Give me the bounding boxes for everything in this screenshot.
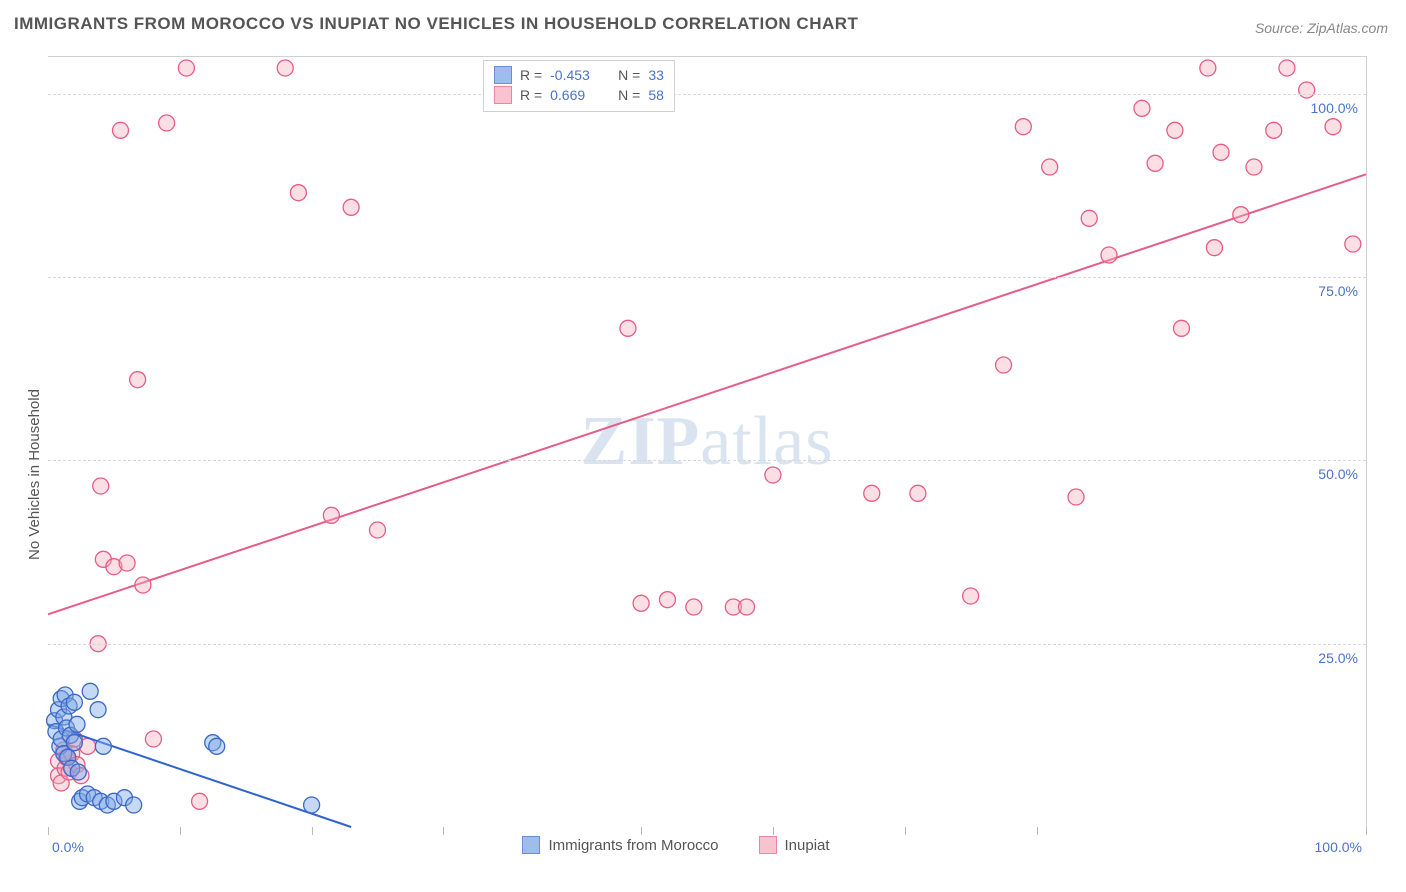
point-morocco bbox=[69, 716, 85, 732]
source-label: Source: ZipAtlas.com bbox=[1255, 20, 1388, 36]
x-tick-label-min: 0.0% bbox=[52, 839, 84, 855]
point-inupiat bbox=[1015, 119, 1031, 135]
x-tick bbox=[1366, 827, 1367, 835]
swatch-inupiat-icon bbox=[759, 836, 777, 854]
legend-n-value: 33 bbox=[648, 65, 664, 85]
legend-row-morocco: R = -0.453 N = 33 bbox=[494, 65, 664, 85]
gridline bbox=[48, 94, 1366, 95]
scatter-svg bbox=[48, 57, 1366, 827]
point-inupiat bbox=[145, 731, 161, 747]
point-inupiat bbox=[1206, 240, 1222, 256]
point-inupiat bbox=[1173, 320, 1189, 336]
point-morocco bbox=[66, 694, 82, 710]
point-inupiat bbox=[1266, 122, 1282, 138]
point-inupiat bbox=[1200, 60, 1216, 76]
legend-bottom-label: Immigrants from Morocco bbox=[548, 837, 718, 854]
point-inupiat bbox=[1101, 247, 1117, 263]
legend-n-label: N = bbox=[618, 85, 640, 105]
swatch-morocco-icon bbox=[522, 836, 540, 854]
legend-row-inupiat: R = 0.669 N = 58 bbox=[494, 85, 664, 105]
point-inupiat bbox=[1246, 159, 1262, 175]
point-morocco bbox=[90, 702, 106, 718]
point-inupiat bbox=[1233, 207, 1249, 223]
point-inupiat bbox=[765, 467, 781, 483]
point-morocco bbox=[70, 764, 86, 780]
legend-n-value: 58 bbox=[648, 85, 664, 105]
point-inupiat bbox=[633, 595, 649, 611]
point-morocco bbox=[82, 683, 98, 699]
point-inupiat bbox=[1042, 159, 1058, 175]
point-inupiat bbox=[1299, 82, 1315, 98]
point-inupiat bbox=[119, 555, 135, 571]
legend-bottom-morocco: Immigrants from Morocco bbox=[522, 836, 718, 854]
chart-title: IMMIGRANTS FROM MOROCCO VS INUPIAT NO VE… bbox=[14, 14, 858, 34]
legend-r-value: 0.669 bbox=[550, 85, 602, 105]
x-tick-label-max: 100.0% bbox=[1315, 839, 1362, 855]
point-morocco bbox=[66, 735, 82, 751]
y-axis-label: No Vehicles in Household bbox=[26, 389, 43, 560]
point-inupiat bbox=[1147, 155, 1163, 171]
point-inupiat bbox=[996, 357, 1012, 373]
legend-bottom-inupiat: Inupiat bbox=[759, 836, 830, 854]
point-inupiat bbox=[1081, 210, 1097, 226]
point-inupiat bbox=[864, 485, 880, 501]
legend-bottom-label: Inupiat bbox=[785, 837, 830, 854]
trend-line-morocco bbox=[48, 724, 351, 827]
gridline bbox=[48, 460, 1366, 461]
point-inupiat bbox=[659, 592, 675, 608]
point-morocco bbox=[126, 797, 142, 813]
point-inupiat bbox=[370, 522, 386, 538]
x-tick bbox=[443, 827, 444, 835]
point-inupiat bbox=[1325, 119, 1341, 135]
y-tick-label: 75.0% bbox=[1318, 283, 1358, 299]
legend-r-label: R = bbox=[520, 85, 542, 105]
legend-n-label: N = bbox=[618, 65, 640, 85]
legend-series: Immigrants from Morocco Inupiat bbox=[522, 836, 829, 854]
point-morocco bbox=[95, 738, 111, 754]
point-inupiat bbox=[963, 588, 979, 604]
point-inupiat bbox=[910, 485, 926, 501]
point-inupiat bbox=[1279, 60, 1295, 76]
y-tick-label: 100.0% bbox=[1311, 100, 1358, 116]
legend-r-label: R = bbox=[520, 65, 542, 85]
point-morocco bbox=[209, 738, 225, 754]
y-tick-label: 25.0% bbox=[1318, 650, 1358, 666]
point-inupiat bbox=[739, 599, 755, 615]
point-inupiat bbox=[93, 478, 109, 494]
x-tick bbox=[905, 827, 906, 835]
point-inupiat bbox=[343, 199, 359, 215]
point-inupiat bbox=[1213, 144, 1229, 160]
plot-area: ZIPatlas 25.0%50.0%75.0%100.0%0.0%100.0% bbox=[48, 56, 1367, 827]
x-tick bbox=[773, 827, 774, 835]
swatch-inupiat-icon bbox=[494, 86, 512, 104]
point-inupiat bbox=[323, 507, 339, 523]
point-inupiat bbox=[277, 60, 293, 76]
point-inupiat bbox=[1345, 236, 1361, 252]
point-inupiat bbox=[159, 115, 175, 131]
point-inupiat bbox=[1134, 100, 1150, 116]
x-tick bbox=[641, 827, 642, 835]
point-inupiat bbox=[1068, 489, 1084, 505]
x-tick bbox=[312, 827, 313, 835]
point-inupiat bbox=[178, 60, 194, 76]
gridline bbox=[48, 277, 1366, 278]
legend-r-value: -0.453 bbox=[550, 65, 602, 85]
point-inupiat bbox=[1167, 122, 1183, 138]
y-tick-label: 50.0% bbox=[1318, 466, 1358, 482]
point-inupiat bbox=[130, 372, 146, 388]
point-inupiat bbox=[135, 577, 151, 593]
point-morocco bbox=[304, 797, 320, 813]
x-tick bbox=[48, 827, 49, 835]
x-tick bbox=[1037, 827, 1038, 835]
gridline bbox=[48, 644, 1366, 645]
point-inupiat bbox=[192, 793, 208, 809]
point-inupiat bbox=[290, 185, 306, 201]
trend-line-inupiat bbox=[48, 174, 1366, 614]
x-tick bbox=[180, 827, 181, 835]
point-inupiat bbox=[620, 320, 636, 336]
swatch-morocco-icon bbox=[494, 66, 512, 84]
point-inupiat bbox=[112, 122, 128, 138]
point-inupiat bbox=[686, 599, 702, 615]
legend-correlation: R = -0.453 N = 33 R = 0.669 N = 58 bbox=[483, 60, 675, 112]
